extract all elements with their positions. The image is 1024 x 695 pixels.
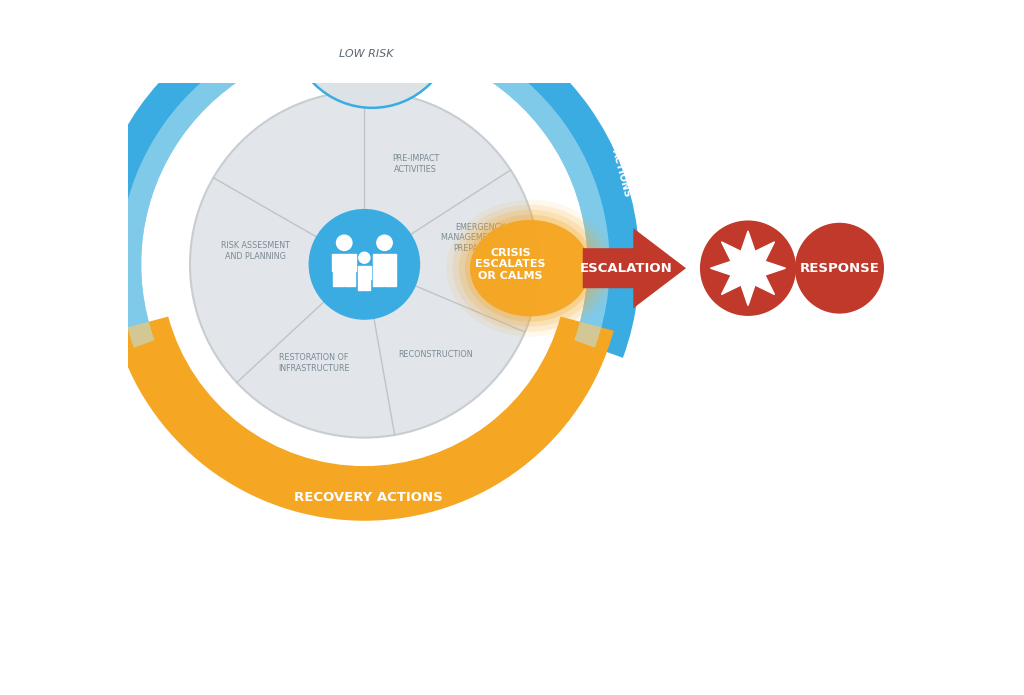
- Circle shape: [376, 234, 393, 251]
- Circle shape: [358, 252, 371, 264]
- Polygon shape: [385, 271, 395, 286]
- Text: LOW RISK: LOW RISK: [339, 49, 393, 58]
- Text: ADVANCED PREPAREDNESS
ACTIONS: ADVANCED PREPAREDNESS ACTIONS: [597, 95, 656, 248]
- Wedge shape: [291, 0, 453, 27]
- Text: RECOVERY ACTIONS: RECOVERY ACTIONS: [294, 491, 442, 504]
- Circle shape: [336, 234, 352, 251]
- Polygon shape: [333, 271, 344, 286]
- Wedge shape: [89, 0, 640, 358]
- Polygon shape: [373, 254, 396, 271]
- Ellipse shape: [453, 204, 607, 332]
- Text: CRISIS
ESCALATES
OR CALMS: CRISIS ESCALATES OR CALMS: [475, 247, 546, 281]
- Text: ESCALATION: ESCALATION: [580, 262, 673, 275]
- Ellipse shape: [795, 223, 884, 313]
- Text: MINIMUM PREPAREDNESS ACTIONS: MINIMUM PREPAREDNESS ACTIONS: [101, 127, 112, 325]
- Ellipse shape: [477, 224, 583, 311]
- Text: PRE-IMPACT
ACTIVITIES: PRE-IMPACT ACTIVITIES: [392, 154, 439, 174]
- Ellipse shape: [446, 199, 613, 337]
- Circle shape: [291, 0, 454, 108]
- Text: RISK ASSESMENT
AND PLANNING: RISK ASSESMENT AND PLANNING: [221, 241, 290, 261]
- Circle shape: [700, 220, 796, 316]
- Circle shape: [308, 209, 420, 320]
- Text: RESPONSE: RESPONSE: [800, 262, 880, 275]
- Text: RECONSTRUCTION: RECONSTRUCTION: [398, 350, 472, 359]
- Ellipse shape: [471, 220, 589, 317]
- Polygon shape: [374, 271, 384, 286]
- Ellipse shape: [459, 210, 601, 327]
- Wedge shape: [115, 316, 613, 521]
- FancyArrow shape: [583, 228, 686, 309]
- Polygon shape: [357, 265, 372, 279]
- Wedge shape: [119, 21, 609, 348]
- Ellipse shape: [470, 220, 590, 316]
- Polygon shape: [711, 231, 785, 305]
- Polygon shape: [345, 271, 355, 286]
- Circle shape: [190, 91, 539, 438]
- Text: EMERGENCY
MANAGEMENT AND
PREPARATION: EMERGENCY MANAGEMENT AND PREPARATION: [441, 223, 518, 253]
- Polygon shape: [333, 254, 356, 271]
- Polygon shape: [365, 279, 371, 290]
- Text: RESTORATION OF
INFRASTRUCTURE: RESTORATION OF INFRASTRUCTURE: [278, 354, 349, 373]
- Polygon shape: [358, 279, 365, 290]
- Ellipse shape: [465, 215, 595, 322]
